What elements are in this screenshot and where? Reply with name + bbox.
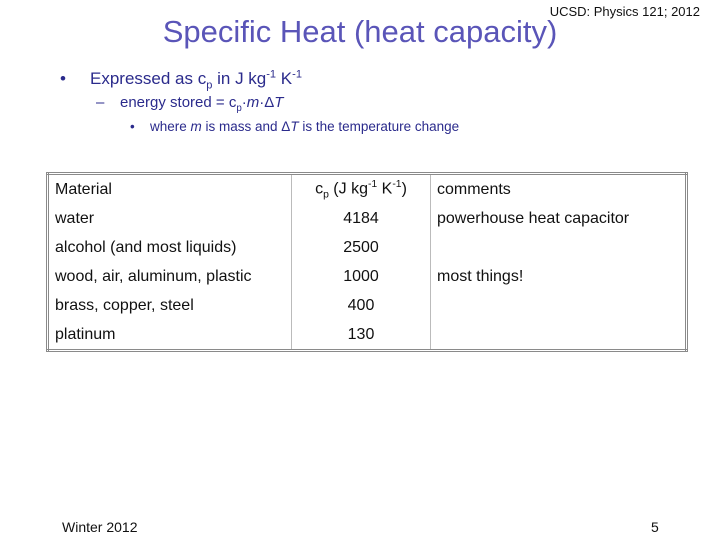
table-cell: alcohol (and most liquids): [47, 233, 292, 262]
table-cell: 4184: [291, 204, 431, 233]
table-cell: [430, 320, 687, 351]
text-run: comments: [437, 180, 511, 198]
table-cell: wood, air, aluminum, plastic: [47, 262, 292, 291]
text-run: Material: [55, 180, 112, 198]
table-cell: 130: [291, 320, 431, 351]
table-row: brass, copper, steel 400: [47, 291, 687, 320]
bullet-text: energy stored = cp·m·ΔT: [120, 94, 284, 114]
text-run: energy stored = c: [120, 94, 237, 111]
table-cell: platinum: [47, 320, 292, 351]
table-cell: 2500: [291, 233, 431, 262]
table-cell: [430, 291, 687, 320]
text-run: T: [274, 94, 284, 111]
text-run: m: [190, 119, 202, 134]
text-run: -1: [367, 178, 378, 190]
text-run: Expressed as c: [90, 68, 207, 88]
text-run: in J kg: [212, 68, 267, 88]
text-run: is mass and Δ: [201, 119, 291, 134]
text-run: p: [323, 189, 329, 201]
header-cell: comments: [430, 173, 687, 204]
table-row: wood, air, aluminum, plastic 1000 most thi…: [47, 262, 687, 291]
text-run: -1: [266, 68, 277, 80]
text-run: (J kg: [328, 180, 368, 198]
table-cell: brass, copper, steel: [47, 291, 292, 320]
text-run: K: [377, 180, 393, 198]
text-run: p: [206, 79, 213, 92]
text-run: -1: [392, 178, 402, 190]
table-row: water 4184 powerhouse heat capacitor: [47, 204, 687, 233]
course-label: UCSD: Physics 121; 2012: [549, 4, 700, 19]
text-run: ·Δ: [259, 94, 275, 111]
footer-text: Winter 2012: [62, 519, 138, 535]
text-run: -1: [292, 68, 302, 80]
table-cell: [430, 233, 687, 262]
slide-title: Specific Heat (heat capacity): [162, 14, 558, 49]
table-header-row: Material cp (J kg-1 K-1) comments: [47, 173, 687, 204]
table-cell: most things!: [430, 262, 687, 291]
bullet: – energy stored = cp·m·ΔT: [96, 94, 284, 114]
bullet-text: where m is mass and ΔT is the temperatur…: [150, 119, 459, 134]
text-run: is the temperature change: [298, 119, 460, 134]
table-cell: 1000: [291, 262, 431, 291]
header-cell: cp (J kg-1 K-1): [291, 173, 431, 204]
header-cell: Material: [47, 173, 292, 204]
text-run: K: [276, 68, 293, 88]
text-run: ): [401, 180, 407, 198]
bullet-text: Expressed as cp in J kg-1 K-1: [90, 68, 302, 92]
bullet: • Expressed as cp in J kg-1 K-1: [60, 68, 302, 92]
table-row: platinum 130: [47, 320, 687, 351]
text-run: m: [246, 94, 260, 111]
text-run: c: [315, 180, 324, 198]
table-cell: powerhouse heat capacitor: [430, 204, 687, 233]
text-run: where: [150, 119, 191, 134]
table-cell: 400: [291, 291, 431, 320]
data-table: Material cp (J kg-1 K-1) comments water 4184…: [46, 172, 688, 352]
table-cell: water: [47, 204, 292, 233]
page-number: 5: [651, 519, 659, 535]
table-row: alcohol (and most liquids) 2500: [47, 233, 687, 262]
text-run: ·: [241, 94, 247, 111]
text-run: T: [290, 119, 299, 134]
bullet: • where m is mass and ΔT is the temperatu…: [130, 119, 460, 134]
text-run: p: [236, 103, 242, 114]
